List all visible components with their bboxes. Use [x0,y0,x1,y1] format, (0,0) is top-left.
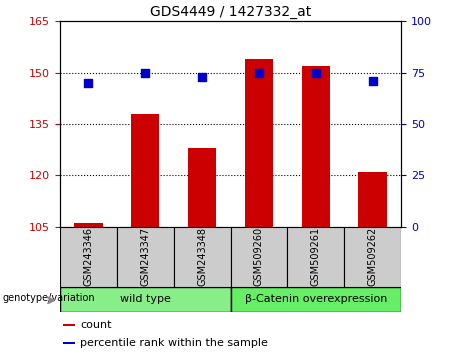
Bar [63,342,75,344]
Text: percentile rank within the sample: percentile rank within the sample [80,338,268,348]
Text: GSM509262: GSM509262 [367,227,378,286]
Bar [63,324,75,326]
Bar [74,223,102,227]
Bar [60,287,230,312]
Bar [230,287,401,312]
Bar [60,227,117,287]
Text: wild type: wild type [120,294,171,304]
Text: GSM509260: GSM509260 [254,227,264,286]
Text: GSM509261: GSM509261 [311,227,321,286]
Text: GSM243346: GSM243346 [83,227,94,286]
Text: β-Catenin overexpression: β-Catenin overexpression [245,294,387,304]
Point [312,70,319,75]
Bar [174,227,230,287]
Bar [344,227,401,287]
Text: count: count [80,320,112,330]
Bar [188,148,216,227]
Point [198,74,206,80]
Text: genotype/variation: genotype/variation [3,293,95,303]
Bar [358,172,387,227]
Point [255,70,263,75]
Bar [117,227,174,287]
Bar [230,227,287,287]
Text: GSM243347: GSM243347 [140,227,150,286]
Point [142,70,149,75]
Bar [245,59,273,227]
Point [85,80,92,86]
Bar [131,114,160,227]
Bar [301,66,330,227]
Point [369,78,376,84]
Bar [287,227,344,287]
Title: GDS4449 / 1427332_at: GDS4449 / 1427332_at [150,5,311,19]
Text: GSM243348: GSM243348 [197,227,207,286]
